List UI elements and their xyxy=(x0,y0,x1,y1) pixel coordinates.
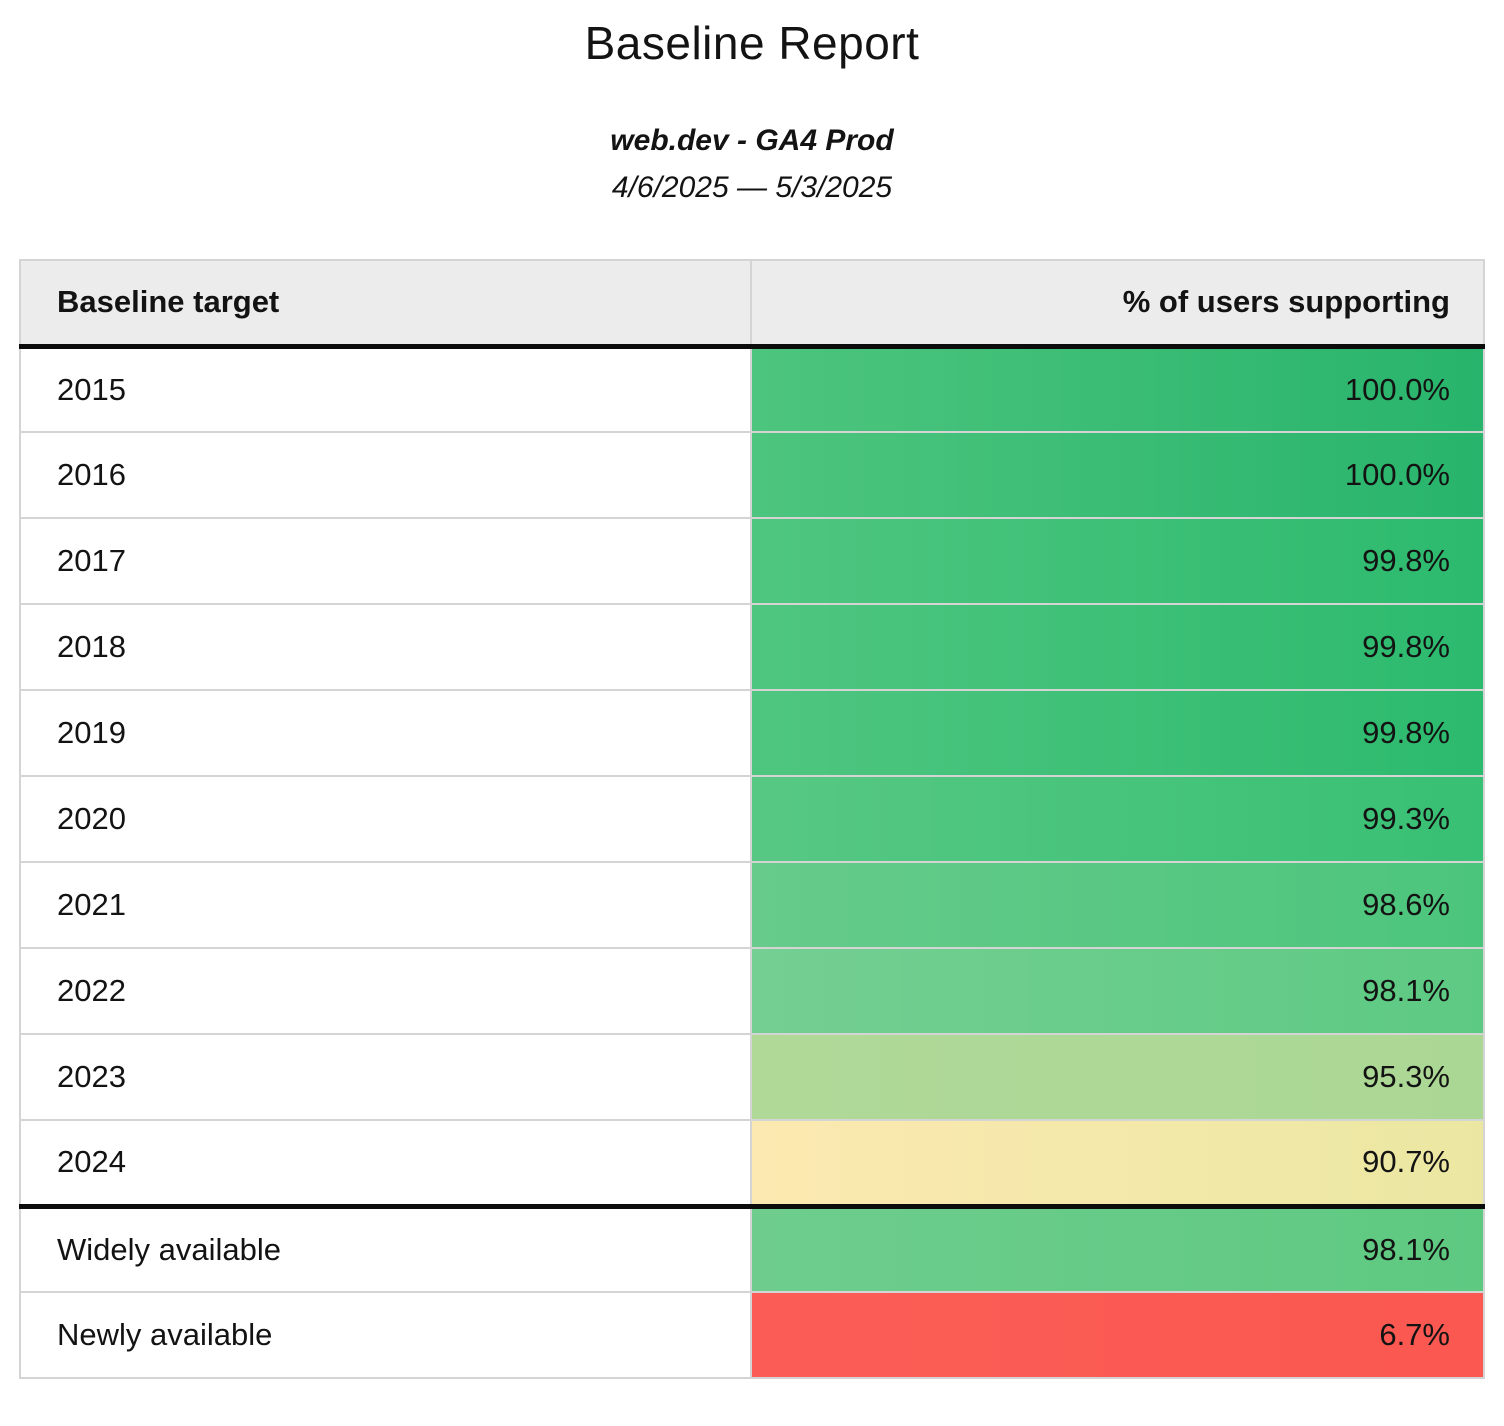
baseline-target-cell: Newly available xyxy=(19,1291,752,1379)
table-row: 2018 99.8% xyxy=(19,603,1485,691)
value-cell: 90.7% xyxy=(750,1119,1485,1209)
value-cell: 100.0% xyxy=(750,431,1485,519)
table-row: Widely available 98.1% xyxy=(19,1205,1485,1293)
report-date-range: 4/6/2025 — 5/3/2025 xyxy=(611,171,893,204)
value-cell: 100.0% xyxy=(750,345,1485,433)
table-row: 2023 95.3% xyxy=(19,1033,1485,1121)
baseline-target-cell: 2018 xyxy=(19,603,752,691)
baseline-target-cell: 2023 xyxy=(19,1033,752,1121)
report-subtitle: web.dev - GA4 Prod xyxy=(610,124,894,157)
baseline-target-cell: 2024 xyxy=(19,1119,752,1209)
table-row: 2016 100.0% xyxy=(19,431,1485,519)
table-row: 2020 99.3% xyxy=(19,775,1485,863)
table-header: Baseline target % of users supporting xyxy=(19,259,1485,349)
table-row: 2024 90.7% xyxy=(19,1119,1485,1209)
value-cell: 99.8% xyxy=(750,689,1485,777)
baseline-target-cell: 2022 xyxy=(19,947,752,1035)
column-header-percent-users: % of users supporting xyxy=(750,259,1485,349)
table-row: 2019 99.8% xyxy=(19,689,1485,777)
baseline-target-cell: 2016 xyxy=(19,431,752,519)
value-cell: 99.8% xyxy=(750,603,1485,691)
table-row: Newly available 6.7% xyxy=(19,1291,1485,1379)
value-cell: 99.8% xyxy=(750,517,1485,605)
value-cell: 98.1% xyxy=(750,1205,1485,1293)
baseline-target-cell: 2015 xyxy=(19,345,752,433)
baseline-target-cell: 2017 xyxy=(19,517,752,605)
value-cell: 99.3% xyxy=(750,775,1485,863)
baseline-target-cell: Widely available xyxy=(19,1205,752,1293)
value-cell: 6.7% xyxy=(750,1291,1485,1379)
table-row: 2017 99.8% xyxy=(19,517,1485,605)
column-header-baseline-target: Baseline target xyxy=(19,259,752,349)
baseline-target-cell: 2021 xyxy=(19,861,752,949)
table-row: 2015 100.0% xyxy=(19,345,1485,433)
baseline-target-cell: 2019 xyxy=(19,689,752,777)
table-header-row: Baseline target % of users supporting xyxy=(19,259,1485,349)
value-cell: 98.1% xyxy=(750,947,1485,1035)
baseline-target-cell: 2020 xyxy=(19,775,752,863)
table-row: 2022 98.1% xyxy=(19,947,1485,1035)
report-header: Baseline Report web.dev - GA4 Prod 4/6/2… xyxy=(0,0,1504,205)
value-cell: 98.6% xyxy=(750,861,1485,949)
table-row: 2021 98.6% xyxy=(19,861,1485,949)
value-cell: 95.3% xyxy=(750,1033,1485,1121)
page-title: Baseline Report xyxy=(584,17,920,69)
baseline-report-table: Baseline target % of users supporting 20… xyxy=(19,259,1485,1379)
table-body: 2015 100.0% 2016 100.0% 2017 99.8% 2018 … xyxy=(19,345,1485,1379)
